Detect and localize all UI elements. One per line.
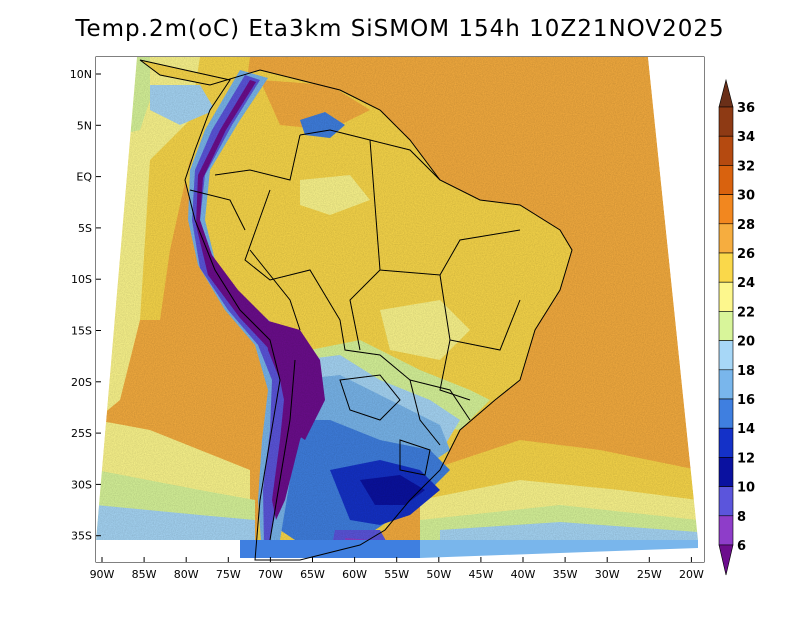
y-tick-label: 20S [71, 376, 92, 389]
colorbar-label: 30 [737, 189, 755, 204]
domain-mask-left [96, 57, 137, 540]
colorbar-label: 22 [737, 305, 755, 320]
temperature-field [96, 57, 698, 540]
x-tick-label: 20W [679, 568, 704, 581]
y-tick-label: 30S [71, 478, 92, 491]
colorbar-label: 6 [737, 539, 746, 554]
colorbar-label: 18 [737, 364, 755, 379]
colorbar-label: 36 [737, 101, 755, 116]
colorbar-segment [718, 223, 734, 254]
colorbar-label: 32 [737, 159, 755, 174]
borders [139, 59, 573, 561]
domain-bottom-fill-sea [420, 540, 698, 558]
x-tick-label: 70W [258, 568, 283, 581]
colorbar-label: 8 [737, 510, 746, 525]
border-uruguay [399, 439, 431, 476]
border-brazil-west [244, 189, 441, 446]
colorbar-label: 26 [737, 247, 755, 262]
border-states-5 [409, 379, 471, 421]
colorbar-segment [718, 194, 734, 225]
colorbar-segment [718, 311, 734, 341]
colorbar-label: 14 [737, 422, 755, 437]
colorbar: 36 34 32 30 28 26 24 22 20 18 16 14 12 10 8 6 [718, 78, 755, 576]
colorbar-segment [718, 135, 734, 166]
border-paraguay [339, 374, 401, 421]
y-tick-label: 10S [71, 273, 92, 286]
x-tick-label: 25W [637, 568, 662, 581]
coastline [139, 59, 573, 561]
colorbar-segment [718, 486, 734, 517]
x-tick-label: 40W [511, 568, 536, 581]
colorbar-segment [718, 427, 734, 458]
colorbar-top-arrow [718, 78, 734, 108]
x-tick-label: 65W [300, 568, 325, 581]
x-tick-label: 80W [174, 568, 199, 581]
colorbar-segment [718, 369, 734, 400]
colorbar-segment [718, 106, 734, 137]
colorbar-segment [718, 252, 734, 283]
colorbar-label: 10 [737, 481, 755, 496]
colorbar-segment [718, 281, 734, 312]
border-states-3 [349, 269, 381, 351]
domain-mask-right [648, 57, 704, 540]
border-states-4 [439, 339, 471, 401]
border-peru-bolivia [249, 249, 301, 331]
y-tick-label: 5N [77, 119, 92, 132]
colorbar-label: 24 [737, 276, 755, 291]
colorbar-label: 28 [737, 218, 755, 233]
border-argentina-chile [269, 359, 296, 541]
y-tick-label: EQ [76, 171, 92, 184]
colorbar-segment [718, 165, 734, 195]
x-tick-label: 55W [384, 568, 409, 581]
x-tick-label: 85W [132, 568, 157, 581]
map-title: Temp.2m(oC) Eta3km SiSMOM 154h 10Z21NOV2… [75, 16, 725, 42]
colorbar-label: 16 [737, 393, 755, 408]
border-ecuador [189, 189, 246, 231]
x-tick-label: 90W [90, 568, 115, 581]
colorbar-segment [718, 340, 734, 371]
colorbar-label: 12 [737, 451, 755, 466]
colorbar-label: 20 [737, 335, 755, 350]
x-tick-label: 75W [216, 568, 241, 581]
domain-bottom-fill [240, 540, 420, 558]
colorbar-segment [718, 398, 734, 429]
colorbar-bottom-arrow [718, 544, 734, 576]
y-tick-label: 10N [70, 68, 92, 81]
y-axis: 10N 5N EQ 5S 10S 15S 20S 25S 30S 35S [70, 68, 101, 543]
colorbar-segment [718, 457, 734, 487]
border-colombia [214, 134, 301, 181]
x-tick-label: 45W [468, 568, 493, 581]
y-tick-label: 15S [71, 325, 92, 338]
border-states-2 [439, 274, 521, 351]
x-axis: 90W 85W 80W 75W 70W 65W 60W 55W 50W 45W 40W 35W 30W 2… [90, 557, 704, 581]
x-tick-label: 35W [553, 568, 578, 581]
x-tick-label: 50W [426, 568, 451, 581]
y-tick-label: 35S [71, 530, 92, 543]
y-tick-label: 25S [71, 427, 92, 440]
field-texture [96, 57, 698, 540]
x-tick-label: 30W [595, 568, 620, 581]
colorbar-segment [718, 515, 734, 546]
colorbar-label: 34 [737, 130, 755, 145]
y-tick-label: 5S [78, 222, 92, 235]
x-tick-label: 60W [342, 568, 367, 581]
